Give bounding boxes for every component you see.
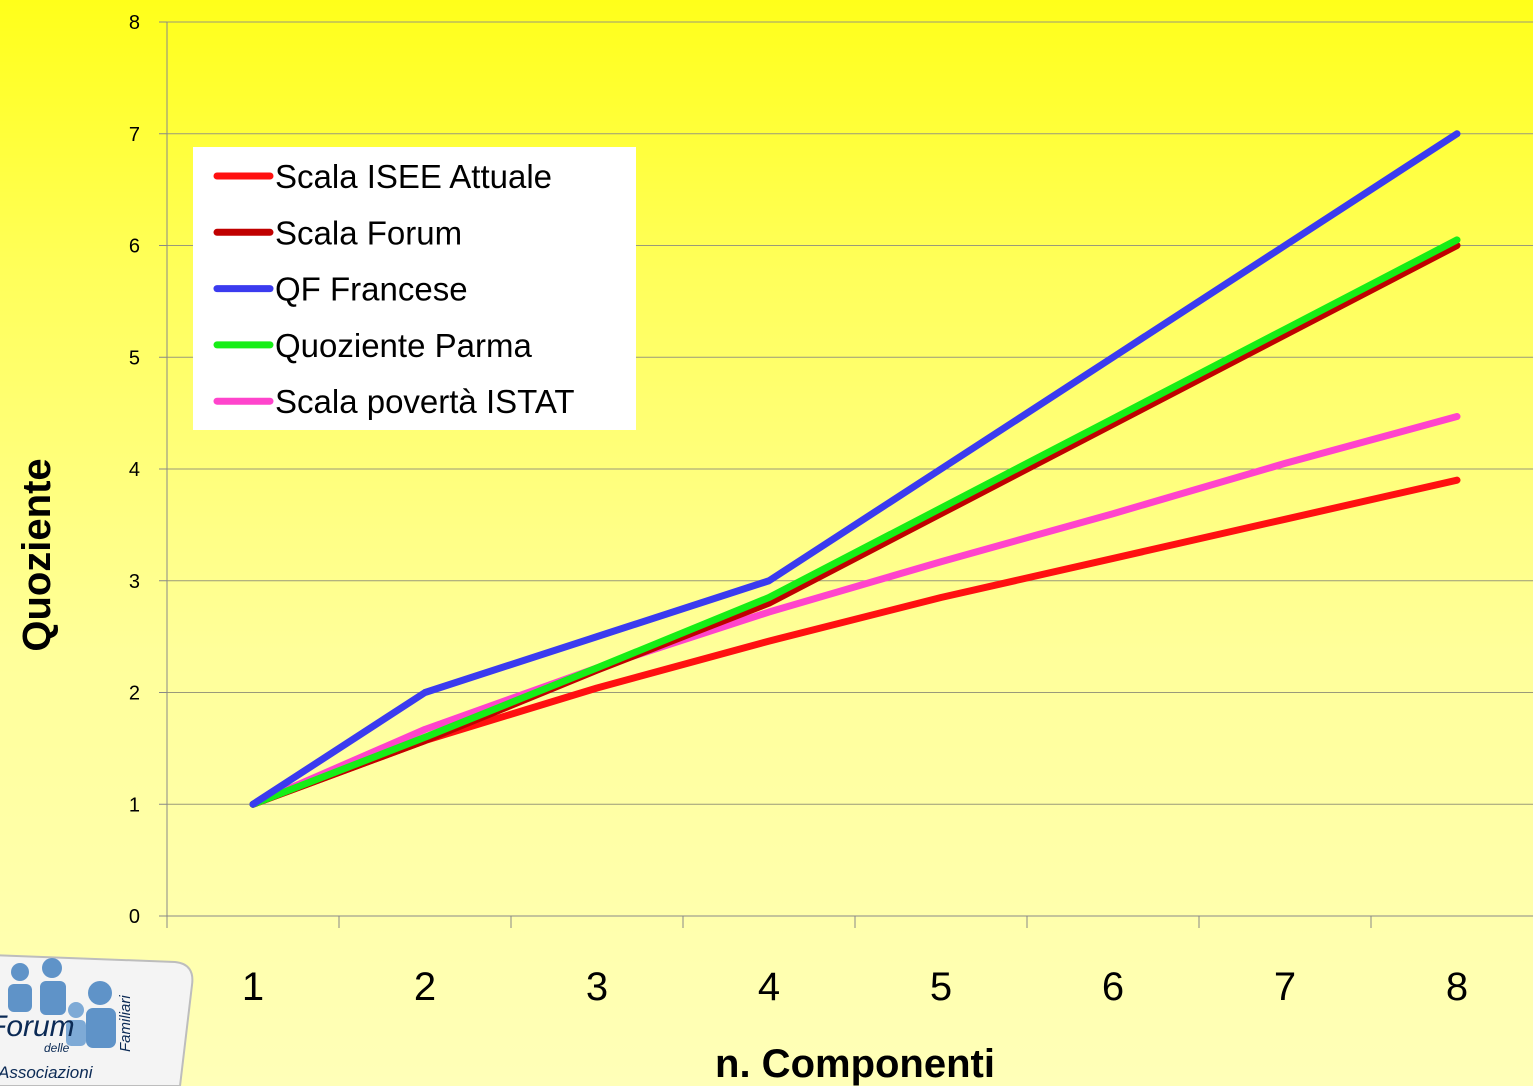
series-line-2 — [249, 130, 1461, 808]
logo-text-familiari: Familiari — [117, 995, 134, 1052]
logo-text-delle: delle — [44, 1041, 70, 1055]
series-line-4 — [249, 412, 1461, 808]
x-axis-title: n. Componenti — [715, 1042, 995, 1086]
y-tick-label: 2 — [129, 683, 140, 705]
legend-label: Scala Forum — [275, 214, 462, 251]
y-tick-label: 7 — [129, 124, 140, 146]
legend-label: Quoziente Parma — [275, 327, 532, 364]
x-tick-label: 5 — [930, 965, 952, 1009]
people-group-icon — [8, 958, 116, 1048]
legend-label: Scala povertà ISTAT — [275, 383, 575, 420]
y-tick-label: 5 — [129, 347, 140, 369]
series-lines — [249, 130, 1461, 808]
series-line-3 — [249, 236, 1461, 808]
y-tick-label: 4 — [129, 459, 140, 481]
legend: Scala ISEE Attuale Scala Forum QF Francese… — [193, 147, 636, 430]
x-tick-label: 3 — [586, 965, 608, 1009]
x-tick-label: 6 — [1102, 965, 1124, 1009]
forum-logo: Forum delle Associazioni Familiari — [0, 954, 194, 1086]
legend-label: Scala ISEE Attuale — [275, 158, 552, 195]
legend-label: QF Francese — [275, 271, 468, 308]
y-tick-labels: 0 1 2 3 4 5 6 7 8 — [129, 12, 140, 928]
y-tick-label: 1 — [129, 794, 140, 816]
y-axis-title: Quoziente — [15, 458, 59, 651]
logo-text-forum: Forum — [0, 1010, 75, 1043]
y-tick-label: 0 — [129, 906, 140, 928]
x-tick-label: 7 — [1274, 965, 1296, 1009]
x-tick-label: 4 — [758, 965, 780, 1009]
x-tick-label: 8 — [1446, 965, 1468, 1009]
x-tick-labels: 1 2 3 4 5 6 7 8 — [242, 965, 1468, 1009]
x-tick-label: 2 — [414, 965, 436, 1009]
axes — [159, 21, 1533, 928]
logo-text-associazioni: Associazioni — [0, 1063, 94, 1082]
x-tick-label: 1 — [242, 965, 264, 1009]
y-tick-label: 3 — [129, 571, 140, 593]
y-tick-label: 6 — [129, 236, 140, 258]
y-tick-label: 8 — [129, 12, 140, 34]
